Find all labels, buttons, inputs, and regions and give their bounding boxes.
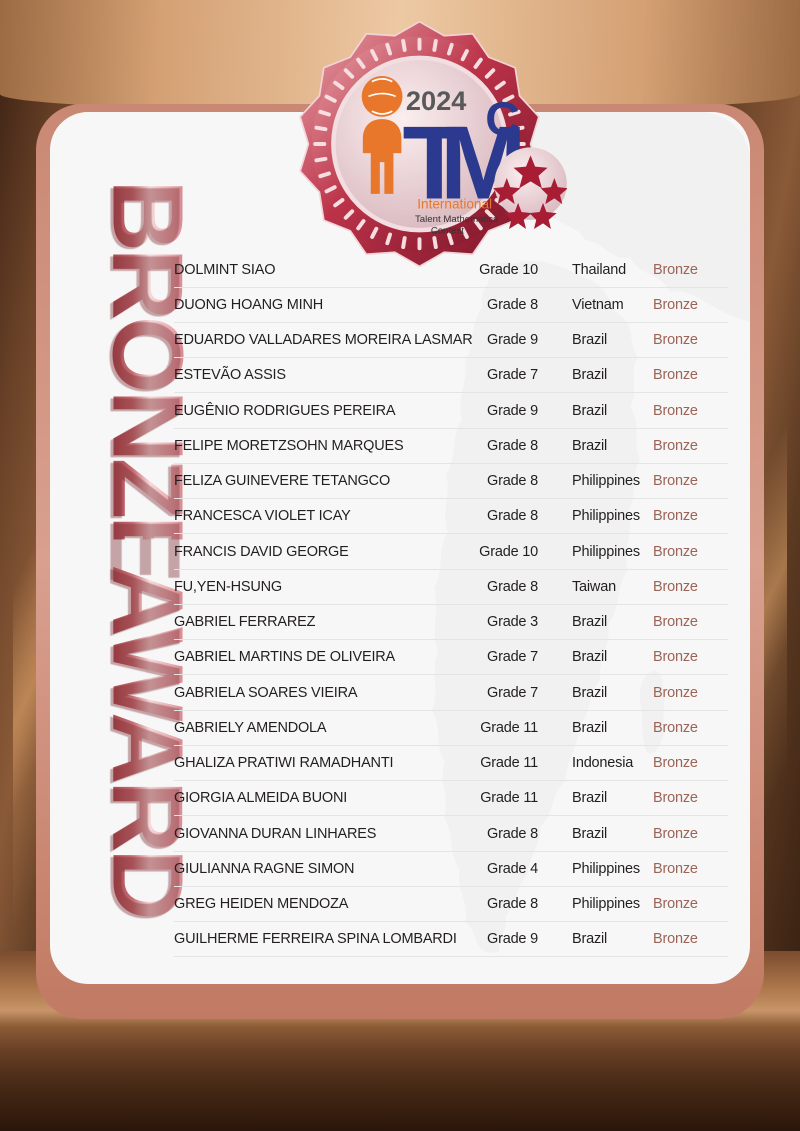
svg-text:C: C xyxy=(485,93,519,146)
svg-text:Talent Mathematics: Talent Mathematics xyxy=(415,214,498,225)
svg-text:Contest: Contest xyxy=(431,226,464,237)
svg-text:International: International xyxy=(417,197,492,212)
